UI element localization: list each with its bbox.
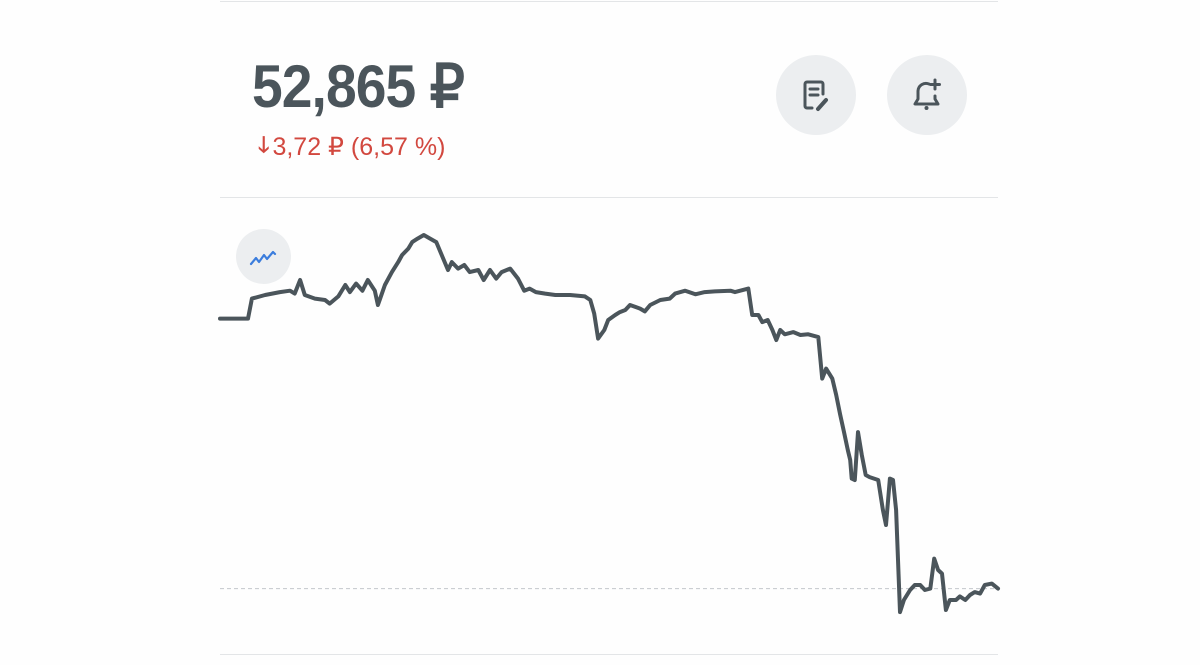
arrow-down-icon: 🡓	[258, 132, 270, 157]
header-divider	[220, 197, 998, 198]
add-alert-button[interactable]	[887, 55, 967, 135]
chart-type-toggle[interactable]	[236, 229, 291, 284]
bottom-divider	[220, 654, 998, 655]
top-divider	[220, 1, 998, 2]
bell-plus-icon	[913, 78, 941, 110]
note-button[interactable]	[776, 55, 856, 135]
current-price: 52,865 ₽	[252, 53, 465, 120]
price-change: 🡓 3,72 ₽ (6,57 %)	[258, 128, 445, 166]
note-edit-icon	[803, 80, 828, 111]
trend-line-icon	[249, 250, 276, 265]
price-change-value: 3,72 ₽ (6,57 %)	[272, 133, 446, 161]
price-line	[218, 233, 1000, 615]
